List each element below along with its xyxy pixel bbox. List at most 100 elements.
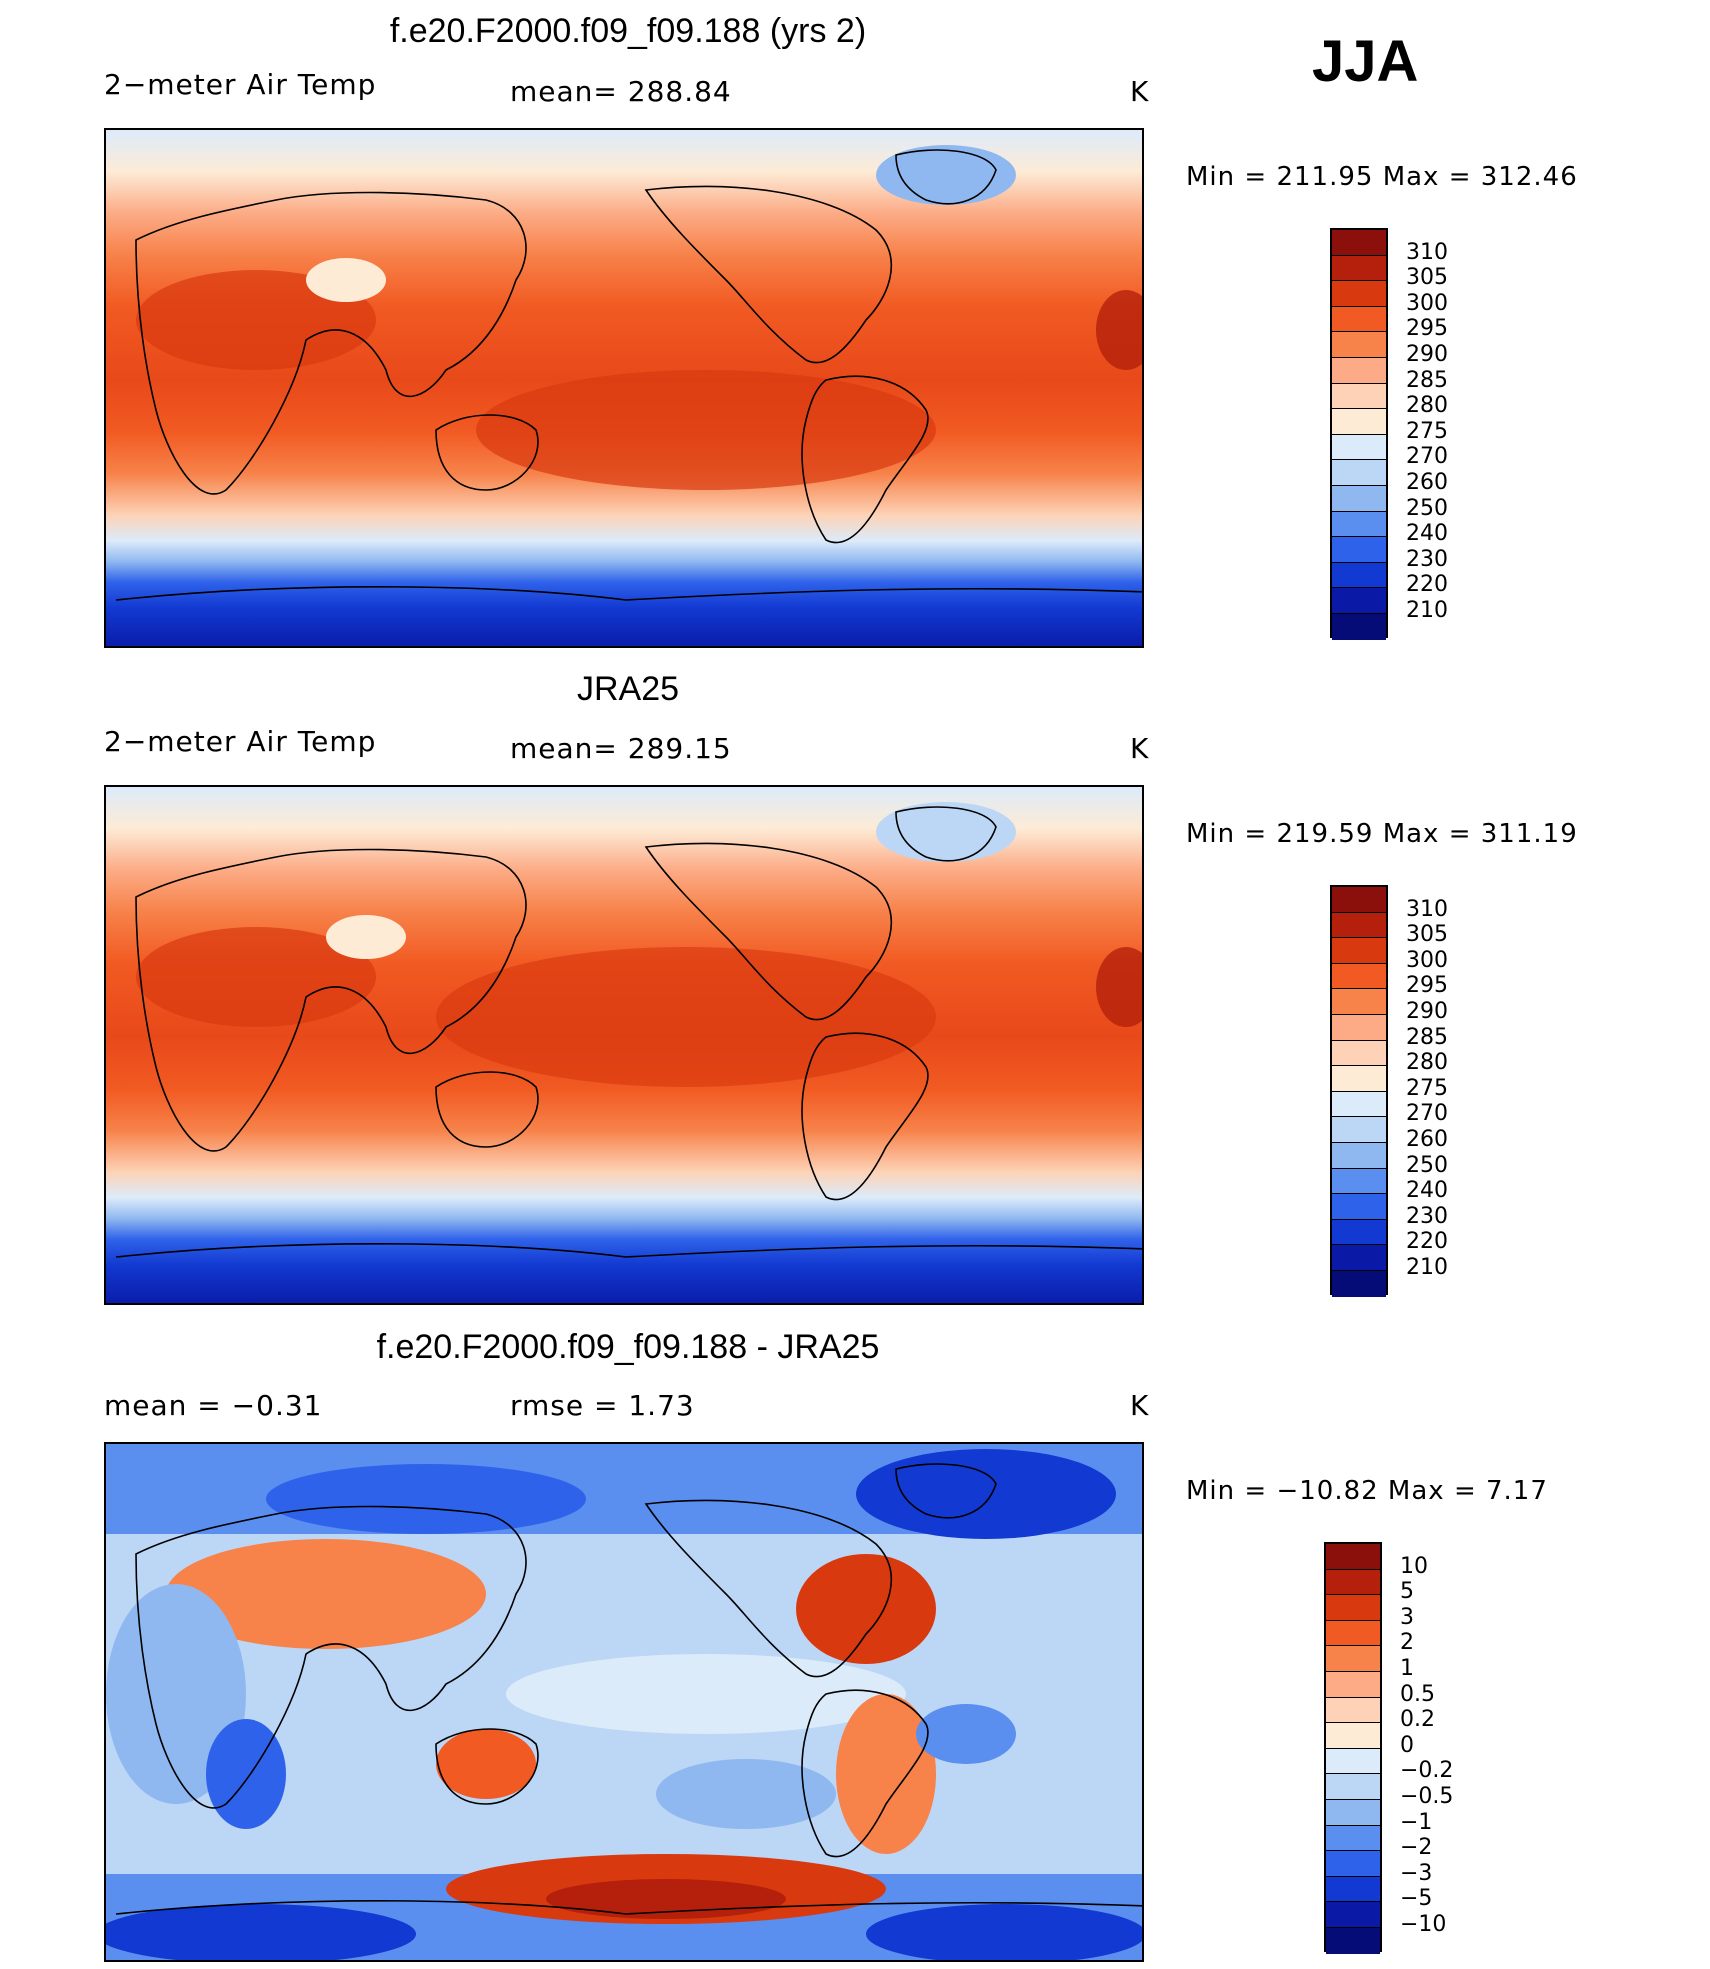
panel3-title: f.e20.F2000.f09_f09.188 - JRA25 [376, 1328, 880, 1366]
colorbar-tick-label: 290 [1406, 999, 1448, 1024]
panel1-minmax: Min = 211.95 Max = 312.46 [1186, 162, 1578, 192]
colorbar-segment [1332, 1219, 1386, 1246]
colorbar-segment [1332, 938, 1386, 964]
panel3-minmax: Min = −10.82 Max = 7.17 [1186, 1476, 1548, 1506]
colorbar-tick-label: −0.2 [1400, 1758, 1454, 1784]
panel2-coastline-antarctica [115, 1243, 1142, 1258]
colorbar-tick-label: −0.5 [1400, 1784, 1454, 1809]
colorbar-tick-label: 250 [1406, 495, 1448, 521]
panel2-title: JRA25 [576, 670, 680, 708]
colorbar-segment [1332, 963, 1386, 990]
colorbar-tick-label: −5 [1400, 1886, 1433, 1912]
colorbar-tick-label: 240 [1406, 1178, 1448, 1204]
colorbar-segment [1326, 1620, 1380, 1647]
colorbar-segment [1332, 887, 1386, 913]
colorbar-segment [1326, 1697, 1380, 1724]
colorbar-tick-label: 280 [1406, 1050, 1448, 1076]
colorbar-tick-label: 210 [1406, 598, 1448, 623]
colorbar-segment [1332, 614, 1386, 640]
colorbar-tick-label: 270 [1406, 444, 1448, 470]
panel2-mean-label: mean= 289.15 [510, 732, 732, 765]
colorbar-tick-label: 230 [1406, 1203, 1448, 1229]
colorbar-tick-label: 260 [1406, 470, 1448, 495]
panel3-coastline-south-america [801, 1689, 929, 1858]
colorbar-segment [1326, 1672, 1380, 1698]
colorbar-tick-label: 0 [1400, 1732, 1414, 1758]
colorbar-segment [1326, 1569, 1380, 1596]
colorbar-tick-label: 285 [1406, 367, 1448, 393]
panel2-variable-label: 2−meter Air Temp [104, 725, 377, 758]
panel2-map [104, 785, 1144, 1305]
panel1-map [104, 128, 1144, 648]
colorbar-segment [1332, 358, 1386, 384]
colorbar-segment [1332, 460, 1386, 486]
colorbar-segment [1332, 537, 1386, 563]
colorbar-tick-label: 240 [1406, 521, 1448, 547]
panel2-coastline-south-america [801, 1032, 929, 1201]
colorbar-segment [1332, 434, 1386, 461]
colorbar-segment [1332, 1245, 1386, 1271]
colorbar-segment [1332, 1194, 1386, 1220]
colorbar-tick-label: 300 [1406, 290, 1448, 316]
panel1-temperature-field [106, 130, 1142, 646]
colorbar-segment [1332, 255, 1386, 282]
colorbar-tick-label: 300 [1406, 947, 1448, 973]
colorbar-segment [1332, 1143, 1386, 1169]
colorbar-tick-label: 295 [1406, 316, 1448, 342]
panel3-coastline-australia [435, 1728, 539, 1805]
colorbar-tick-label: 230 [1406, 546, 1448, 572]
colorbar-tick-label: −2 [1400, 1835, 1433, 1861]
colorbar-tick-label: 220 [1406, 572, 1448, 598]
panel3-coastline-north-america [644, 1499, 893, 1678]
panel1-units: K [1130, 75, 1150, 108]
colorbar-segment [1332, 1117, 1386, 1143]
colorbar-segment [1332, 912, 1386, 939]
panel3-map [104, 1442, 1144, 1962]
colorbar-segment [1332, 989, 1386, 1015]
panel2-units: K [1130, 732, 1150, 765]
colorbar-tick-label: 210 [1406, 1255, 1448, 1280]
colorbar-segment [1332, 1066, 1386, 1092]
colorbar-segment [1332, 1040, 1386, 1067]
colorbar-box [1330, 228, 1388, 640]
panel2-coastline-australia [435, 1071, 539, 1148]
colorbar-segment [1332, 1015, 1386, 1041]
colorbar-tick-label: 2 [1400, 1630, 1414, 1656]
colorbar-segment [1332, 281, 1386, 307]
panel1-coastline-eurasia-africa [135, 191, 527, 495]
colorbar-tick-label: 220 [1406, 1229, 1448, 1255]
panel3-coastline-eurasia-africa [135, 1505, 527, 1809]
panel1-variable-label: 2−meter Air Temp [104, 68, 377, 101]
panel1-coastline-north-america [644, 185, 893, 364]
colorbar-segment [1326, 1748, 1380, 1775]
colorbar-box [1324, 1542, 1382, 1954]
colorbar-segment [1332, 1168, 1386, 1195]
colorbar-tick-label: 260 [1406, 1127, 1448, 1152]
colorbar-tick-label: 1 [1400, 1656, 1414, 1681]
colorbar-tick-label: −1 [1400, 1809, 1433, 1835]
colorbar-segment [1332, 511, 1386, 538]
colorbar-segment [1326, 1595, 1380, 1621]
season-label: JJA [1312, 29, 1419, 94]
panel2-temperature-field [106, 787, 1142, 1303]
colorbar-tick-label: 3 [1400, 1604, 1414, 1630]
colorbar-segment [1326, 1646, 1380, 1672]
colorbar-segment [1332, 332, 1386, 358]
panel3-coastline-greenland [895, 1463, 997, 1519]
colorbar-segment [1332, 383, 1386, 410]
colorbar-tick-label: 290 [1406, 342, 1448, 367]
colorbar-segment [1332, 409, 1386, 435]
colorbar-segment [1332, 562, 1386, 589]
colorbar-segment [1326, 1928, 1380, 1954]
panel3-units: K [1130, 1389, 1150, 1422]
colorbar-segment [1326, 1544, 1380, 1570]
panel2-coastline-eurasia-africa [135, 848, 527, 1152]
panel1-mean-label: mean= 288.84 [510, 75, 732, 108]
colorbar-tick-label: 280 [1406, 393, 1448, 419]
colorbar-tick-label: −3 [1400, 1860, 1433, 1886]
colorbar-tick-label: 10 [1400, 1553, 1428, 1579]
panel3-difference-field [106, 1444, 1142, 1960]
colorbar-tick-label: 305 [1406, 265, 1448, 291]
colorbar-tick-label: 310 [1406, 896, 1448, 922]
colorbar-tick-label: 295 [1406, 973, 1448, 999]
